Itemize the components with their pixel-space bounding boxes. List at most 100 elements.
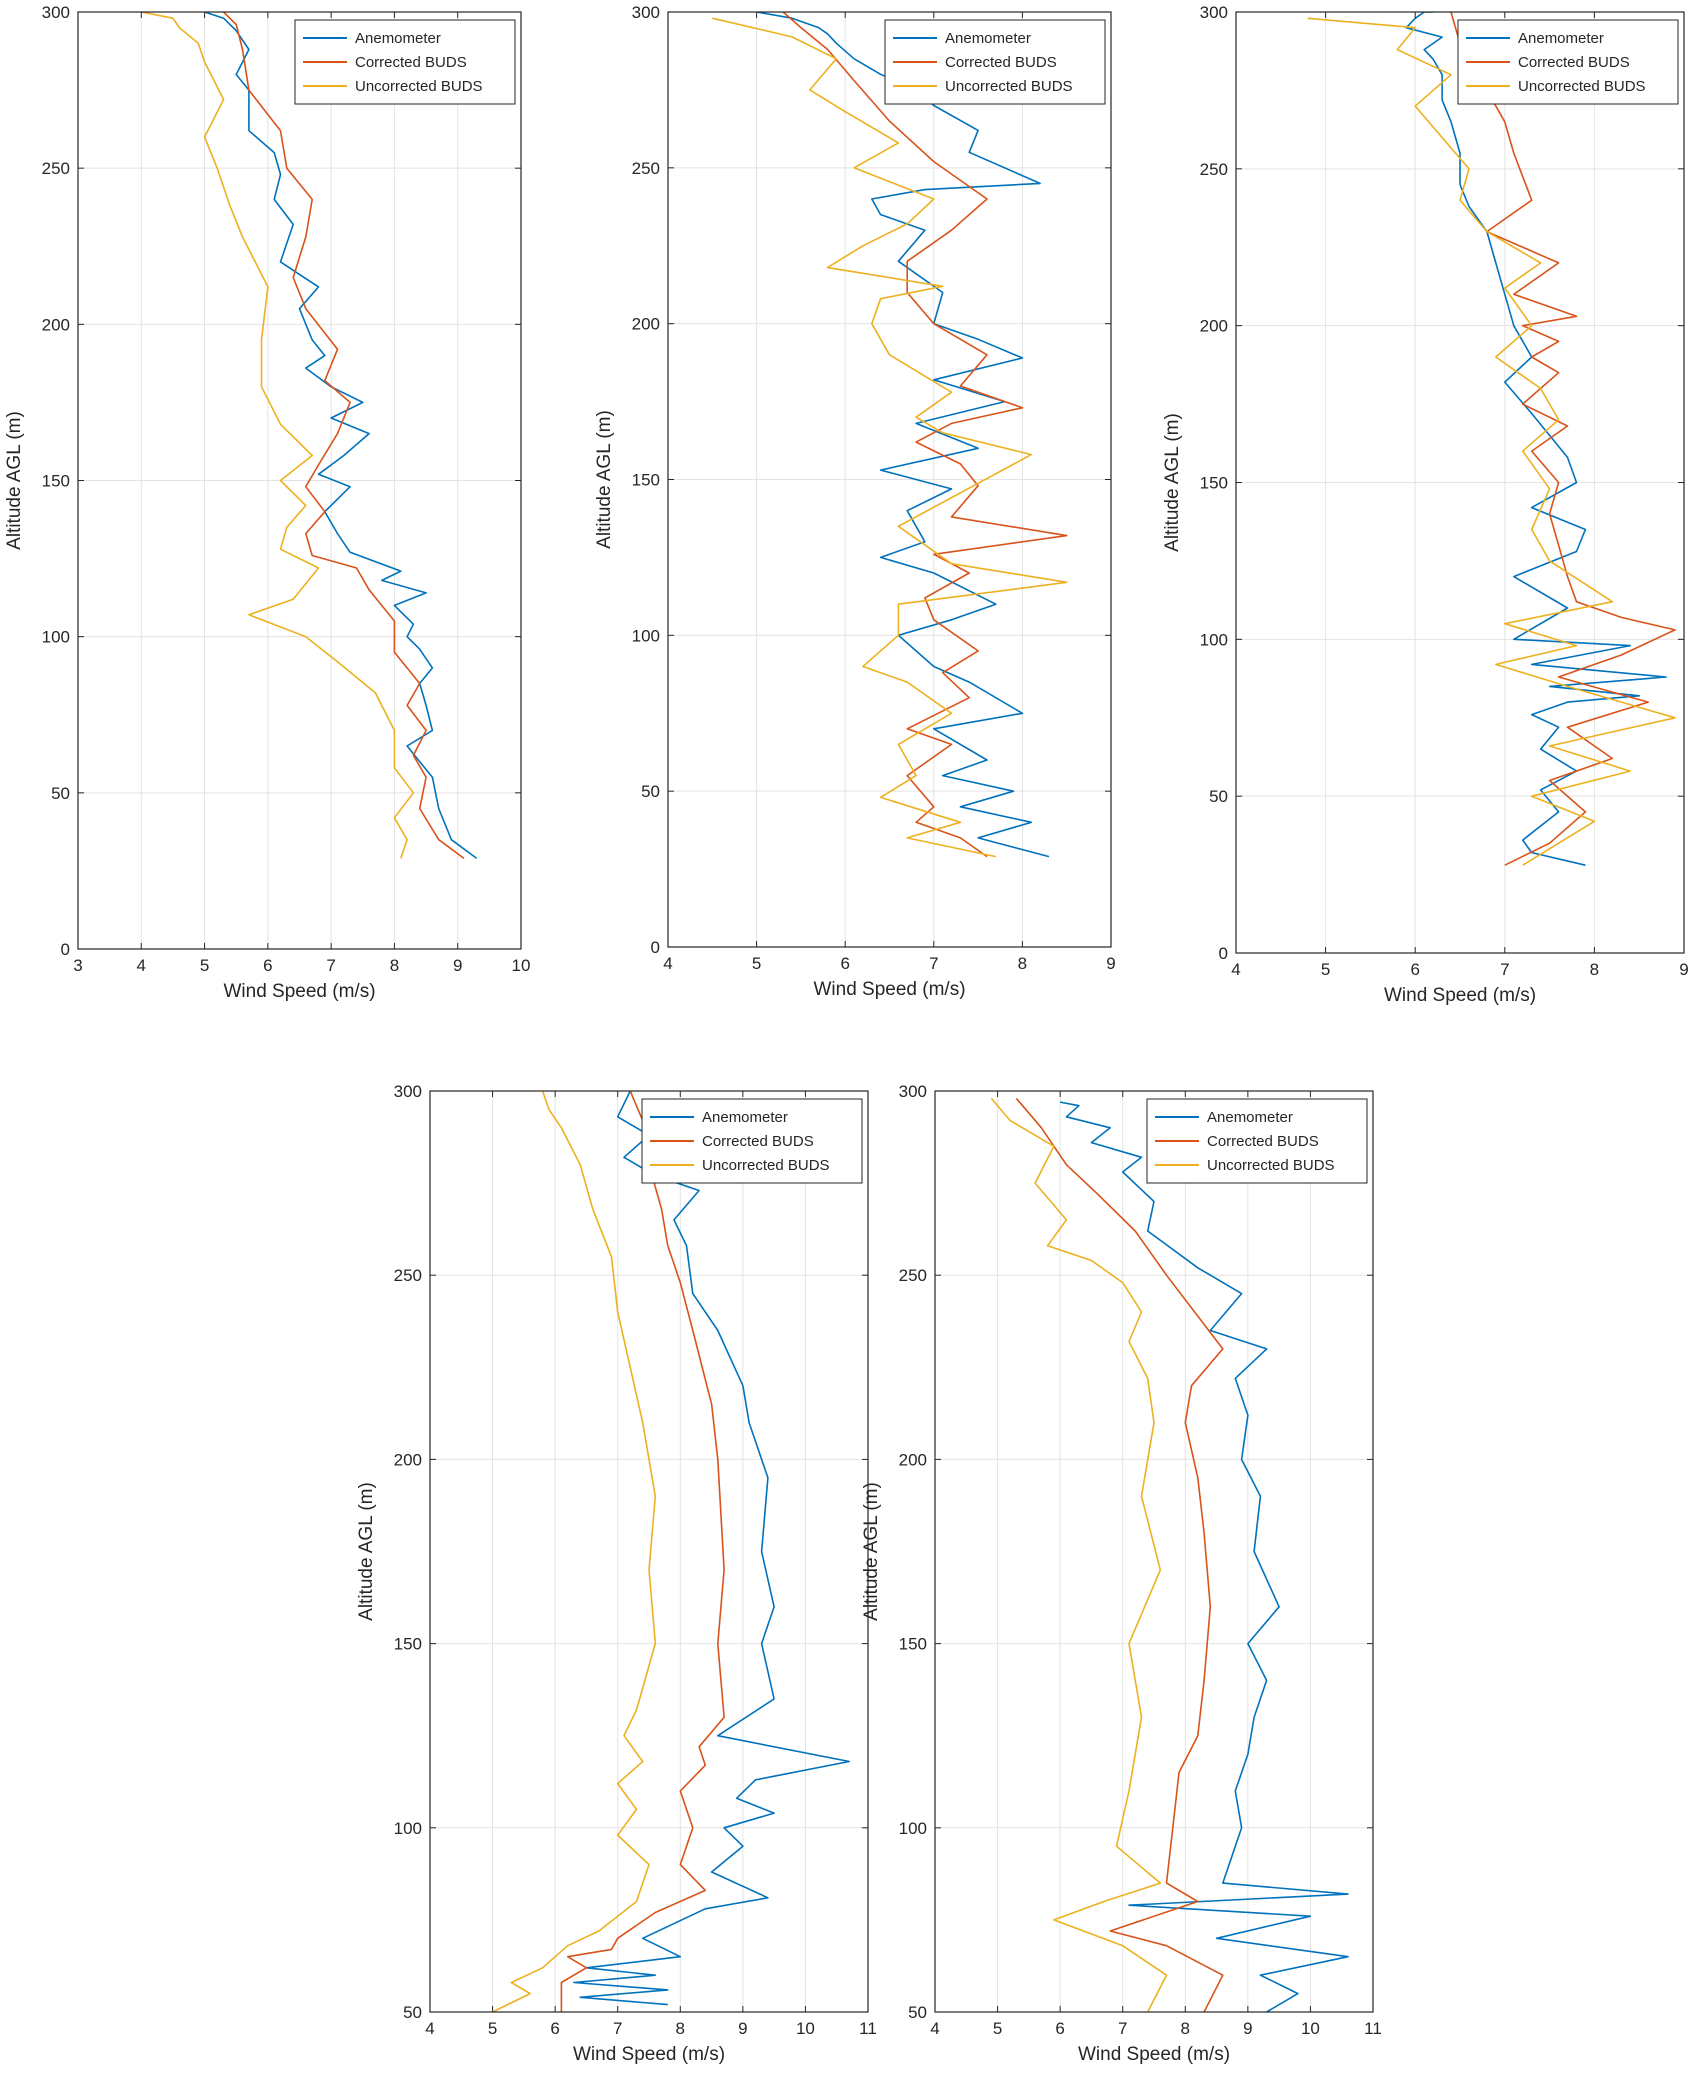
chart-panel-5: 4 5 6 7 8 9 10 11 50 100 150 200 250 300 Wind Speed (m… <box>861 1082 1382 2065</box>
y-tick-label: 250 <box>394 1266 422 1285</box>
series-line-uncorrected-buds <box>712 17 1068 858</box>
x-tick-label: 5 <box>993 2019 1002 2038</box>
y-tick-label: 150 <box>899 1635 927 1654</box>
legend-entry-label: Anemometer <box>1518 30 1604 47</box>
series-line-corrected-buds <box>1450 12 1676 866</box>
x-tick-label: 9 <box>1243 2019 1252 2038</box>
x-tick-label: 8 <box>1181 2019 1190 2038</box>
y-tick-label: 100 <box>42 628 70 647</box>
series-line-corrected-buds <box>560 1091 725 2012</box>
series-line-uncorrected-buds <box>1307 17 1676 866</box>
legend-entry-label: Anemometer <box>355 30 441 47</box>
legend-entry-label: Corrected BUDS <box>1207 1133 1319 1150</box>
y-tick-label: 200 <box>632 315 660 334</box>
series-line-corrected-buds <box>1015 1097 1224 2012</box>
x-tick-label: 7 <box>613 2019 622 2038</box>
y-tick-label: 50 <box>641 782 660 801</box>
y-tick-label: 150 <box>632 471 660 490</box>
series-line-anemometer <box>573 1091 851 2006</box>
x-tick-label: 11 <box>1364 2019 1382 2038</box>
x-tick-label: 5 <box>752 954 761 973</box>
y-axis-label: Altitude AGL (m) <box>1162 413 1183 552</box>
plot-area <box>430 1091 868 2012</box>
series-line-corrected-buds <box>782 12 1068 858</box>
series-line-anemometer <box>1059 1101 1349 2012</box>
legend-entry-label: Corrected BUDS <box>1518 54 1630 71</box>
x-axis-label: Wind Speed (m/s) <box>813 979 965 1000</box>
x-tick-label: 10 <box>1301 2019 1320 2038</box>
y-tick-label: 300 <box>1200 3 1228 22</box>
legend-entry-label: Uncorrected BUDS <box>702 1157 830 1174</box>
y-tick-label: 300 <box>42 3 70 22</box>
x-tick-label: 6 <box>550 2019 559 2038</box>
x-tick-label: 6 <box>1055 2019 1064 2038</box>
x-tick-label: 4 <box>930 2019 939 2038</box>
x-tick-label: 6 <box>1410 960 1419 979</box>
x-tick-label: 9 <box>1679 960 1688 979</box>
x-tick-label: 6 <box>263 956 272 975</box>
y-tick-label: 50 <box>908 2003 927 2022</box>
x-tick-label: 3 <box>73 956 82 975</box>
y-axis-label: Altitude AGL (m) <box>594 410 615 549</box>
x-tick-label: 8 <box>1018 954 1027 973</box>
y-tick-label: 100 <box>632 626 660 645</box>
y-axis-label: Altitude AGL (m) <box>861 1482 882 1621</box>
legend-entry-label: Anemometer <box>945 30 1031 47</box>
y-tick-label: 100 <box>394 1819 422 1838</box>
legend: Anemometer Corrected BUDS Uncorrected BUDS <box>1146 1098 1368 1184</box>
x-tick-label: 5 <box>488 2019 497 2038</box>
legend-entry-label: Corrected BUDS <box>355 54 467 71</box>
x-tick-label: 9 <box>738 2019 747 2038</box>
x-tick-label: 7 <box>1500 960 1509 979</box>
y-tick-label: 150 <box>1200 474 1228 493</box>
x-axis-label: Wind Speed (m/s) <box>1384 985 1536 1006</box>
x-axis-label: Wind Speed (m/s) <box>1078 2044 1230 2065</box>
chart-panel-3: 4 5 6 7 8 9 0 50 100 150 200 250 300 Wind Speed (m/s)… <box>1162 3 1689 1006</box>
y-tick-label: 50 <box>1209 787 1228 806</box>
legend: Anemometer Corrected BUDS Uncorrected BUDS <box>294 19 516 105</box>
y-tick-label: 50 <box>403 2003 422 2022</box>
x-axis-label: Wind Speed (m/s) <box>223 981 375 1002</box>
x-tick-label: 5 <box>200 956 209 975</box>
x-axis-label: Wind Speed (m/s) <box>573 2044 725 2065</box>
series-line-anemometer <box>1405 12 1667 866</box>
legend-entry-label: Uncorrected BUDS <box>1518 78 1646 95</box>
series-line-anemometer <box>204 12 478 860</box>
x-tick-label: 5 <box>1321 960 1330 979</box>
legend-entry-label: Uncorrected BUDS <box>355 78 483 95</box>
legend-entry-label: Uncorrected BUDS <box>945 78 1073 95</box>
series-line-uncorrected-buds <box>990 1097 1168 2012</box>
legend-entry-label: Anemometer <box>1207 1109 1293 1126</box>
y-tick-label: 300 <box>632 3 660 22</box>
legend: Anemometer Corrected BUDS Uncorrected BUDS <box>641 1098 863 1184</box>
series-line-uncorrected-buds <box>492 1091 657 2012</box>
y-tick-label: 100 <box>899 1819 927 1838</box>
x-tick-label: 7 <box>929 954 938 973</box>
series-line-corrected-buds <box>223 12 465 860</box>
legend-entry-label: Uncorrected BUDS <box>1207 1157 1335 1174</box>
x-tick-label: 8 <box>1590 960 1599 979</box>
x-tick-label: 8 <box>676 2019 685 2038</box>
y-tick-label: 300 <box>394 1082 422 1101</box>
legend: Anemometer Corrected BUDS Uncorrected BUDS <box>884 19 1106 105</box>
x-tick-label: 11 <box>859 2019 877 2038</box>
y-axis-label: Altitude AGL (m) <box>4 411 25 550</box>
legend: Anemometer Corrected BUDS Uncorrected BUDS <box>1457 19 1679 105</box>
y-tick-label: 150 <box>42 472 70 491</box>
x-tick-label: 6 <box>840 954 849 973</box>
x-tick-label: 4 <box>663 954 672 973</box>
x-tick-label: 8 <box>390 956 399 975</box>
x-tick-label: 10 <box>512 956 531 975</box>
chart-panel-4: 4 5 6 7 8 9 10 11 50 100 150 200 250 300 Wind Speed (m… <box>356 1082 877 2065</box>
x-tick-label: 4 <box>1231 960 1240 979</box>
axes-box <box>934 1090 1374 2013</box>
y-tick-label: 250 <box>899 1266 927 1285</box>
legend-entry-label: Corrected BUDS <box>945 54 1057 71</box>
y-tick-label: 200 <box>1200 317 1228 336</box>
y-tick-label: 250 <box>1200 160 1228 179</box>
y-tick-label: 200 <box>394 1450 422 1469</box>
x-tick-label: 7 <box>326 956 335 975</box>
x-tick-label: 4 <box>425 2019 434 2038</box>
y-tick-label: 300 <box>899 1082 927 1101</box>
